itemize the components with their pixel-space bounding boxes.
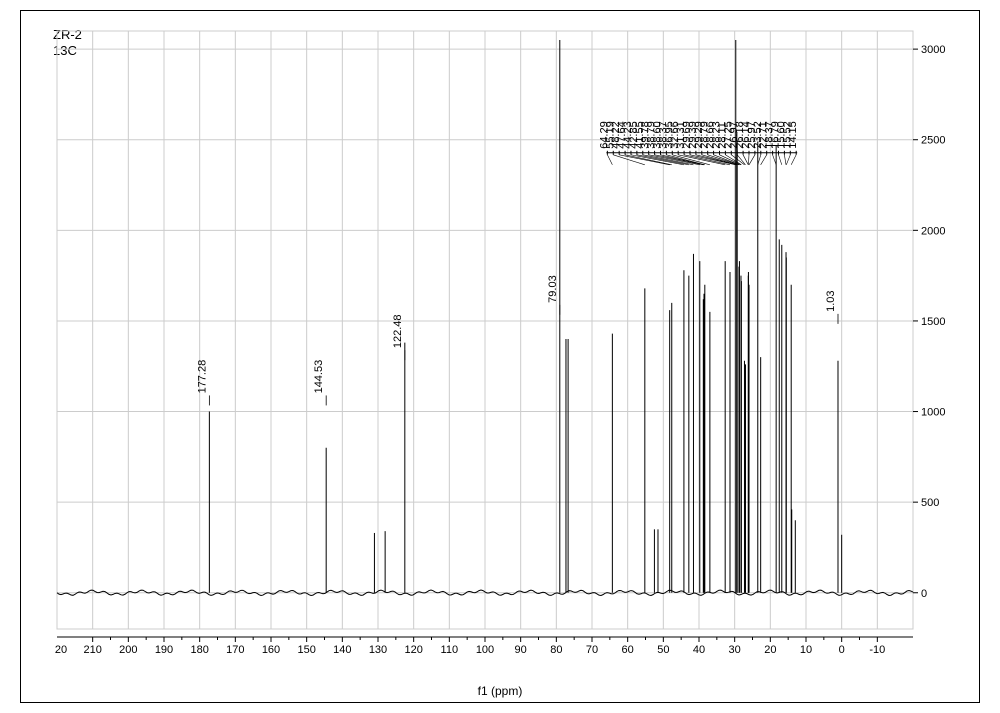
svg-text:20: 20 xyxy=(55,644,67,656)
svg-text:180: 180 xyxy=(190,644,208,656)
svg-text:3000: 3000 xyxy=(921,44,945,56)
svg-text:170: 170 xyxy=(226,644,244,656)
x-axis: 2102001901801701601501401301201101009080… xyxy=(55,637,913,656)
svg-text:14.15: 14.15 xyxy=(787,121,799,149)
svg-text:122.48: 122.48 xyxy=(392,314,404,348)
svg-text:80: 80 xyxy=(550,644,562,656)
y-axis: 0 500 1000 1500 2000 2500 3000 xyxy=(913,44,945,600)
svg-text:1500: 1500 xyxy=(921,316,945,328)
outer-frame: ZR-2 13C 2102001901801701601501401301201… xyxy=(20,10,980,703)
svg-text:1000: 1000 xyxy=(921,407,945,419)
svg-text:40: 40 xyxy=(693,644,705,656)
gridlines xyxy=(57,31,913,629)
svg-text:79.03: 79.03 xyxy=(547,275,559,303)
svg-text:177.28: 177.28 xyxy=(196,360,208,394)
svg-text:190: 190 xyxy=(155,644,173,656)
x-axis-title: f1 (ppm) xyxy=(21,684,979,698)
svg-text:90: 90 xyxy=(515,644,527,656)
svg-text:500: 500 xyxy=(921,497,939,509)
svg-text:130: 130 xyxy=(369,644,387,656)
svg-text:150: 150 xyxy=(297,644,315,656)
svg-text:144.53: 144.53 xyxy=(313,360,325,394)
svg-text:20: 20 xyxy=(764,644,776,656)
svg-text:30: 30 xyxy=(729,644,741,656)
svg-text:10: 10 xyxy=(800,644,812,656)
svg-text:160: 160 xyxy=(262,644,280,656)
top-peak-labels: 64.2955.1948.2247.6444.2342.8541.5539.78… xyxy=(598,121,799,149)
nmr-plot: 2102001901801701601501401301201101009080… xyxy=(47,25,961,669)
svg-text:110: 110 xyxy=(441,644,459,656)
svg-text:50: 50 xyxy=(657,644,669,656)
svg-text:140: 140 xyxy=(333,644,351,656)
svg-text:60: 60 xyxy=(622,644,634,656)
svg-text:210: 210 xyxy=(83,644,101,656)
peak-leader-lines xyxy=(606,151,797,165)
svg-text:70: 70 xyxy=(586,644,598,656)
svg-text:2000: 2000 xyxy=(921,225,945,237)
svg-text:0: 0 xyxy=(839,644,845,656)
svg-text:100: 100 xyxy=(476,644,494,656)
svg-text:1.03: 1.03 xyxy=(825,290,837,311)
svg-text:-10: -10 xyxy=(869,644,885,656)
svg-text:0: 0 xyxy=(921,588,927,600)
svg-text:200: 200 xyxy=(119,644,137,656)
svg-text:120: 120 xyxy=(404,644,422,656)
svg-text:2500: 2500 xyxy=(921,135,945,147)
